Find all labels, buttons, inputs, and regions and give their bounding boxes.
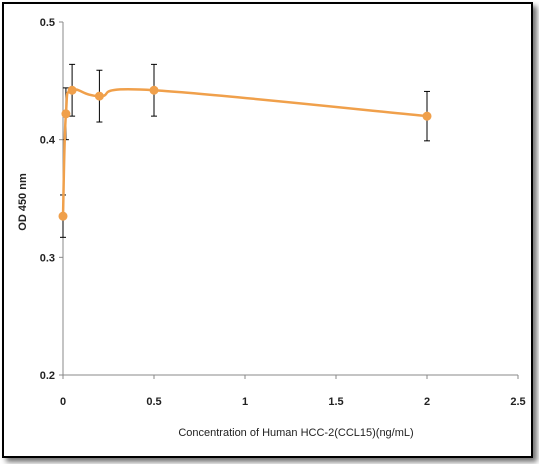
x-axis-label: Concentration of Human HCC-2(CCL15)(ng/m… bbox=[178, 427, 413, 439]
x-tick-label: 2 bbox=[424, 396, 430, 408]
y-tick-label: 0.3 bbox=[40, 252, 55, 264]
x-tick-label: 0.5 bbox=[146, 396, 161, 408]
axes bbox=[59, 21, 519, 379]
data-point bbox=[422, 111, 432, 121]
chart-frame bbox=[2, 2, 533, 458]
data-point bbox=[58, 211, 68, 221]
x-tick-label: 1.5 bbox=[328, 396, 343, 408]
data-points bbox=[58, 85, 432, 221]
x-tick-label: 2.5 bbox=[510, 396, 525, 408]
data-point bbox=[61, 109, 71, 119]
data-point bbox=[67, 85, 77, 95]
data-point bbox=[149, 85, 159, 95]
x-tick-label: 0 bbox=[60, 396, 66, 408]
y-tick-label: 0.2 bbox=[40, 370, 55, 382]
y-axis-label: OD 450 nm bbox=[17, 173, 29, 231]
series-line bbox=[61, 88, 428, 217]
x-tick-label: 1 bbox=[242, 396, 248, 408]
y-tick-label: 0.5 bbox=[40, 17, 55, 29]
data-point bbox=[94, 91, 104, 101]
tick-labels: 0.2 0.3 0.4 0.5 0 0.5 1 1.5 2 2.5 bbox=[40, 17, 526, 408]
y-tick-label: 0.4 bbox=[40, 135, 56, 147]
